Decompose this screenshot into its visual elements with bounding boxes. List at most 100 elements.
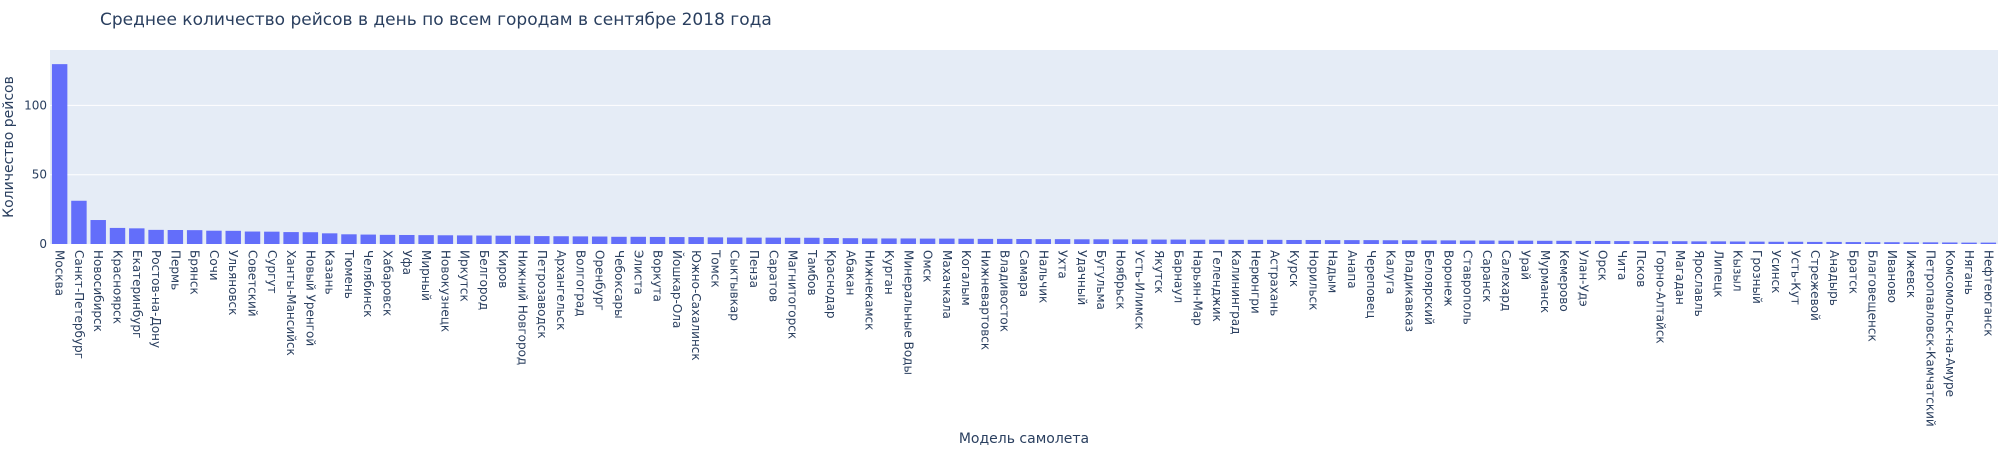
bar [360,234,376,244]
bar [1691,241,1707,244]
bar [1421,240,1437,244]
bar [1594,240,1611,244]
x-tick-label: Воркута [651,250,665,302]
x-tick-label: Норильск [1306,250,1320,310]
bar [1633,241,1649,244]
x-tick-label: Нарьян-Мар [1191,250,1205,326]
bar [1864,242,1881,244]
x-tick-label: Сочи [207,250,221,281]
x-tick-label: Киров [496,250,510,288]
x-tick-label: Урай [1518,250,1532,280]
bar [630,236,646,244]
bar [399,234,415,244]
x-tick-label: Казань [323,250,337,295]
bar [591,236,608,244]
bar [1845,242,1862,244]
bar [881,238,897,244]
x-tick-label: Саратов [766,250,780,302]
bar [1826,241,1842,244]
x-tick-label: Красноярск [111,250,125,324]
bar [1247,239,1264,244]
x-tick-label: Москва [53,250,67,296]
x-tick-label: Бугульма [1094,250,1108,310]
x-tick-label: Петропавловск-Камчатский [1923,250,1937,427]
bar [1402,240,1418,244]
x-tick-label: Удачный [1075,250,1089,305]
x-tick-label: Мурманск [1538,250,1552,313]
x-tick-label: Сыктывкар [728,250,742,321]
bar [71,200,87,244]
x-tick-label: Нижний Новгород [516,250,530,365]
bar [1054,239,1071,244]
bar [206,230,222,244]
x-tick-label: Мирный [419,250,433,301]
x-tick-label: Томск [708,249,722,288]
bar [611,236,627,244]
y-tick-label: 100 [24,98,47,112]
bar [437,235,454,244]
x-tick-label: Нефтеюганск [1981,250,1995,337]
bar [1228,239,1244,244]
x-tick-label: Орск [1596,250,1610,281]
bar [148,229,164,244]
bar [1170,239,1187,244]
bar [1459,240,1476,244]
bar [1556,240,1572,244]
bar [1729,241,1746,244]
x-tick-label: Санкт-Петербург [72,250,86,359]
x-tick-label: Владивосток [998,250,1012,332]
x-tick-label: Белгород [477,250,491,310]
bars [51,64,1997,245]
x-tick-label: Нерюнгри [1248,250,1262,314]
x-tick-label: Йошкар-Ола [670,250,685,328]
bar [1305,239,1322,244]
bar [900,238,916,244]
bar [726,237,743,244]
bar [649,236,666,244]
x-tick-label: Челябинск [361,250,375,317]
x-axis-title: Модель самолета [959,431,1089,447]
bar [456,235,473,244]
gridlines [50,104,1998,176]
bar [244,231,261,244]
bar [1807,241,1823,244]
x-tick-label: Белоярский [1422,250,1436,325]
x-tick-label: Липецк [1711,250,1725,297]
bar [823,238,839,244]
x-tick-label: Братск [1846,250,1860,294]
bar [1980,242,1997,244]
bar [1672,241,1688,244]
bar [1324,240,1341,244]
x-tick-label: Усинск [1769,250,1783,293]
x-tick-label: Ростов-на-Дону [149,250,163,348]
bar [1652,241,1669,244]
bar [1942,242,1958,244]
x-tick-label: Салехард [1499,250,1513,311]
x-tick-label: Нижнекамск [863,250,877,330]
x-tick-label: Надым [1326,250,1340,293]
x-tick-label: Ижевск [1904,250,1918,298]
bar [804,237,820,244]
bar [302,232,319,244]
x-tick-label: Геленджик [1210,250,1224,322]
x-tick-label: Воронеж [1441,250,1455,307]
bar [1498,240,1514,244]
bar [495,235,511,244]
bar [321,233,338,244]
bar [1440,240,1457,244]
x-tick-label: Тамбов [805,249,819,296]
x-tick-label: Минеральные Воды [901,250,915,375]
bar [572,236,589,244]
x-tick-label: Кемерово [1557,250,1571,312]
y-tick-label: 0 [39,237,47,251]
x-tick-label: Краснодар [824,250,838,319]
x-tick-label: Нижневартовск [978,250,992,350]
x-tick-label: Брянск [188,250,202,295]
x-tick-label: Горно-Алтайск [1653,250,1667,344]
bar [418,235,434,244]
bar [553,236,569,244]
x-tick-label: Волгоград [573,250,587,316]
x-tick-label: Пенза [747,250,761,288]
x-axis-ticks: Москва Санкт-Петербург Новосибирск Краснояр… [53,249,1996,427]
